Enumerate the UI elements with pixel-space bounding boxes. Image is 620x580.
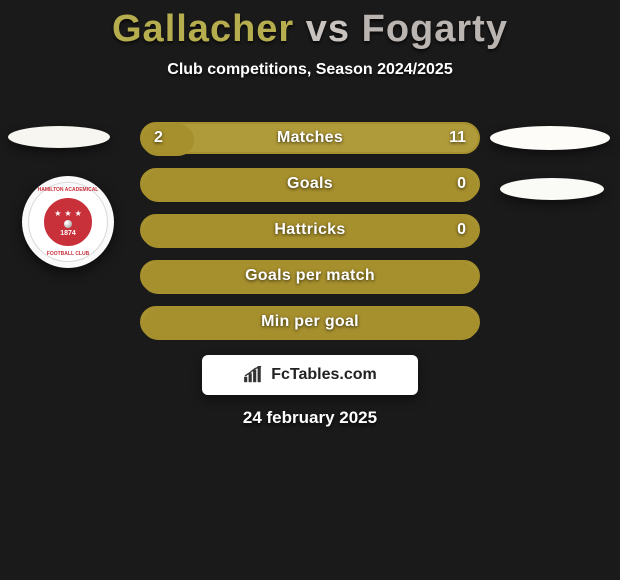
page-title: Gallacher vs Fogarty: [0, 0, 620, 51]
stat-bar-row: Goals per match: [140, 260, 480, 292]
stat-bar-label: Goals per match: [142, 262, 478, 290]
emblem-stars: ★ ★ ★: [54, 210, 82, 218]
title-player2: Fogarty: [362, 8, 508, 50]
emblem-center: ★ ★ ★ 1874: [42, 196, 94, 248]
stat-bar-right-value: 0: [457, 170, 466, 198]
credit-text: FcTables.com: [271, 366, 377, 384]
star-icon: ★: [54, 210, 61, 218]
club-emblem: HAMILTON ACADEMICAL FOOTBALL CLUB ★ ★ ★ …: [22, 176, 114, 268]
stat-bar-row: Matches2 11: [140, 122, 480, 154]
title-player1: Gallacher: [112, 8, 294, 50]
stat-bar-label: Hattricks: [142, 216, 478, 244]
emblem-ring-text-top: HAMILTON ACADEMICAL: [29, 187, 107, 193]
infographic-container: Gallacher vs Fogarty Club competitions, …: [0, 0, 620, 580]
comparison-bars: Matches211Goals0Hattricks0Goals per matc…: [140, 122, 480, 352]
subtitle: Club competitions, Season 2024/2025: [0, 61, 620, 79]
stat-bar-row: Hattricks0: [140, 214, 480, 246]
star-icon: ★: [75, 210, 82, 218]
side-ellipse: [490, 126, 610, 150]
emblem-ring: HAMILTON ACADEMICAL FOOTBALL CLUB ★ ★ ★ …: [28, 182, 108, 262]
stat-bar-row: Goals0: [140, 168, 480, 200]
chart-icon: [243, 366, 265, 384]
date: 24 february 2025: [0, 408, 620, 428]
stat-bar-label: Goals: [142, 170, 478, 198]
stat-bar-left-value: 2: [154, 124, 163, 152]
stat-bar-right-value: 11: [449, 124, 466, 152]
stat-bar-label: Matches: [142, 124, 478, 152]
stat-bar-right-value: 0: [457, 216, 466, 244]
title-vs: vs: [306, 8, 350, 50]
stat-bar-label: Min per goal: [142, 308, 478, 336]
emblem-year: 1874: [60, 230, 76, 237]
side-ellipse: [500, 178, 604, 200]
stat-bar-row: Min per goal: [140, 306, 480, 338]
emblem-ring-text-bottom: FOOTBALL CLUB: [29, 251, 107, 257]
credit-box: FcTables.com: [202, 355, 418, 395]
ball-icon: [64, 220, 72, 228]
star-icon: ★: [64, 210, 71, 218]
side-ellipse: [8, 126, 110, 148]
